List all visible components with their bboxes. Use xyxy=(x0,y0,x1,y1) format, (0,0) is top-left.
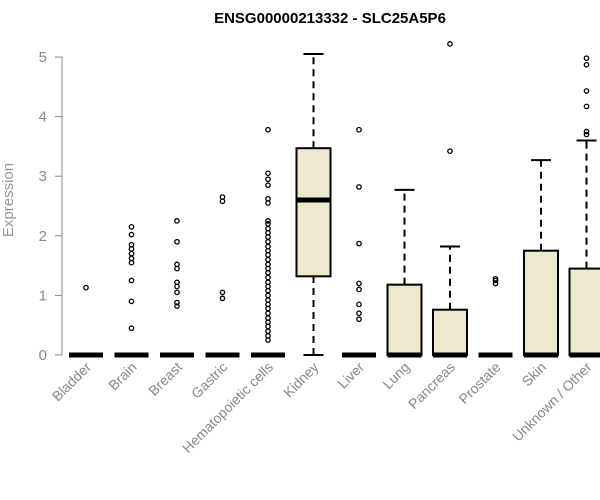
outlier-point xyxy=(583,61,590,68)
box-prostate xyxy=(478,275,513,358)
x-category-label: Gastric xyxy=(188,359,231,402)
outlier-point xyxy=(356,301,362,308)
outlier-point xyxy=(583,131,590,138)
outlier-point xyxy=(265,256,271,263)
x-category-label: Prostate xyxy=(455,359,503,407)
outlier-point xyxy=(265,170,271,177)
outlier-point xyxy=(265,274,271,281)
outlier-point xyxy=(265,218,271,224)
box-pancreas xyxy=(432,41,468,358)
x-category-label: Lung xyxy=(379,359,412,392)
y-tick-label: 4 xyxy=(39,109,47,126)
box-kidney xyxy=(295,53,332,356)
x-category-label: Liver xyxy=(334,359,367,392)
chart-title: ENSG00000213332 - SLC25A5P6 xyxy=(214,10,446,27)
outlier-point xyxy=(583,88,590,94)
outlier-point xyxy=(174,289,180,296)
outlier-point xyxy=(356,310,362,317)
outlier-point xyxy=(356,286,362,293)
outlier-point xyxy=(265,176,271,183)
outlier-point xyxy=(128,298,135,305)
outlier-point xyxy=(356,184,362,190)
box-brain xyxy=(114,224,149,358)
x-category-label: Brain xyxy=(105,359,139,393)
y-tick-label: 0 xyxy=(39,347,47,364)
box-gastric xyxy=(205,194,240,358)
y-tick-label: 2 xyxy=(39,228,47,245)
y-tick-label: 1 xyxy=(39,287,47,304)
x-category-label: Bladder xyxy=(49,359,95,405)
outlier-point xyxy=(219,194,226,200)
box-iqr xyxy=(568,267,600,356)
outlier-point xyxy=(219,289,226,296)
outlier-point xyxy=(128,250,135,257)
outlier-point xyxy=(128,224,135,230)
box-bladder xyxy=(69,284,103,358)
outlier-point xyxy=(83,284,89,291)
outlier-point xyxy=(447,148,453,155)
outlier-point xyxy=(265,310,271,317)
box-unknown-other xyxy=(568,55,600,358)
y-tick-label: 3 xyxy=(39,168,47,185)
outlier-point xyxy=(265,221,271,227)
outlier-point xyxy=(128,231,135,238)
outlier-point xyxy=(265,328,271,335)
outlier-point xyxy=(492,275,499,282)
box-iqr xyxy=(523,249,559,356)
outlier-point xyxy=(174,218,180,224)
outlier-point xyxy=(174,299,180,306)
outlier-point xyxy=(219,295,226,302)
outlier-point xyxy=(128,241,135,248)
outlier-point xyxy=(356,316,362,323)
y-axis: 0 1 2 3 4 5 xyxy=(39,49,63,364)
x-category-label: Breast xyxy=(145,359,185,399)
plot-area xyxy=(69,41,600,358)
outlier-point xyxy=(265,238,271,245)
outlier-point xyxy=(356,280,362,287)
outlier-point xyxy=(265,126,271,133)
x-category-label: Pancreas xyxy=(405,359,458,412)
outlier-point xyxy=(265,292,271,299)
y-tick-label: 5 xyxy=(39,49,47,66)
box-hematopoietic-cells xyxy=(251,126,285,358)
outlier-point xyxy=(356,126,362,133)
x-category-label: Skin xyxy=(519,359,550,390)
box-skin xyxy=(523,159,559,358)
outlier-point xyxy=(583,103,590,110)
x-category-label: Unknown / Other xyxy=(509,359,595,445)
outlier-point xyxy=(356,240,362,247)
box-liver xyxy=(342,126,376,358)
box-iqr xyxy=(295,147,332,278)
x-category-label: Hematopoietic cells xyxy=(179,359,276,456)
outlier-point xyxy=(174,238,180,245)
box-lung xyxy=(386,188,423,358)
outlier-point xyxy=(265,182,271,188)
outlier-point xyxy=(583,55,590,62)
outlier-point xyxy=(174,279,180,286)
outlier-point xyxy=(447,41,453,47)
outlier-point xyxy=(174,303,180,309)
outlier-point xyxy=(128,325,135,332)
x-category-label: Kidney xyxy=(280,359,322,401)
outlier-point xyxy=(174,261,180,268)
box-iqr xyxy=(432,308,468,357)
outlier-point xyxy=(583,128,590,135)
outlier-point xyxy=(128,277,135,284)
y-axis-label: Expression xyxy=(0,163,17,237)
box-breast xyxy=(160,218,194,358)
outlier-point xyxy=(265,195,271,202)
box-iqr xyxy=(386,283,423,356)
